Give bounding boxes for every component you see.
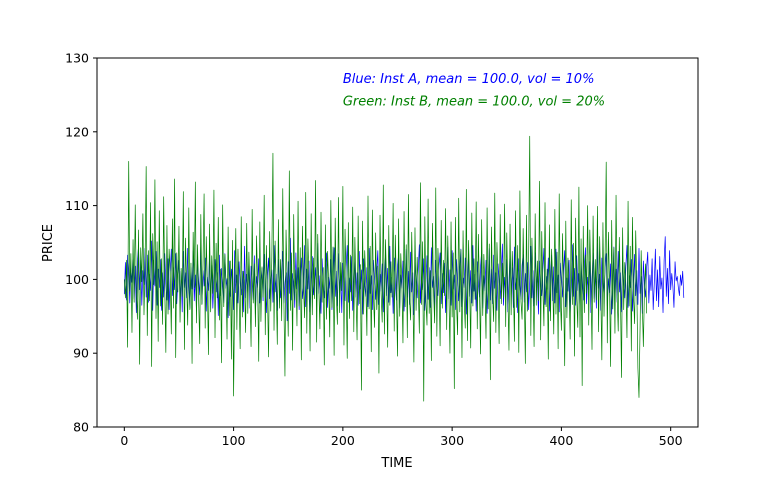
annotation-2: Green: Inst B, mean = 100.0, vol = 20%	[343, 94, 605, 109]
x-axis: 0 100 200 300 400 500	[120, 427, 683, 448]
x-tick-label: 0	[120, 433, 128, 448]
x-tick-label: 500	[659, 433, 683, 448]
y-tick-label: 120	[65, 124, 89, 139]
y-tick-label: 110	[65, 198, 89, 213]
x-tick-label: 100	[222, 433, 246, 448]
x-tick-label: 400	[549, 433, 573, 448]
plot-frame	[96, 57, 699, 428]
annotation-layer: Blue: Inst A, mean = 100.0, vol = 10% Gre…	[343, 72, 605, 109]
plot-area	[123, 135, 685, 402]
series-layer	[123, 135, 685, 402]
y-tick-label: 130	[65, 51, 89, 66]
y-tick-label: 90	[73, 346, 89, 361]
x-axis-label: TIME	[380, 456, 412, 471]
series-line-2	[123, 135, 647, 402]
annotation-1: Blue: Inst A, mean = 100.0, vol = 10%	[343, 72, 595, 87]
y-tick-label: 80	[73, 420, 89, 435]
x-tick-label: 300	[440, 433, 464, 448]
x-tick-label: 200	[331, 433, 355, 448]
y-axis: 80 90 100 110 120 130	[65, 51, 97, 435]
y-axis-label: PRICE	[41, 224, 56, 262]
y-tick-label: 100	[65, 272, 89, 287]
